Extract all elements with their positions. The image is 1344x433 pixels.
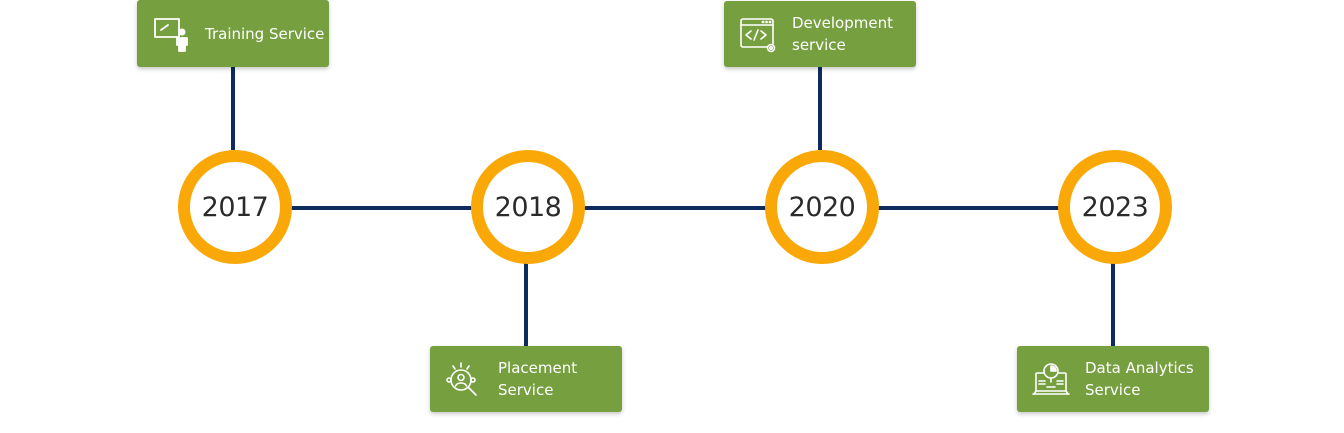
- milestone-2017: 2017: [178, 150, 292, 264]
- year-label: 2020: [788, 191, 856, 223]
- service-label: Data Analytics Service: [1085, 359, 1194, 399]
- service-label: Training Service: [205, 24, 325, 43]
- timeline-axis: [233, 206, 1113, 210]
- connector-2020: [818, 66, 822, 150]
- milestone-2023: 2023: [1058, 150, 1172, 264]
- milestone-2020: 2020: [765, 150, 879, 264]
- service-card-development: Development service: [724, 1, 916, 67]
- service-label: Placement Service: [498, 359, 578, 399]
- service-label: Development service: [792, 14, 893, 54]
- year-label: 2017: [201, 191, 269, 223]
- milestone-2018: 2018: [471, 150, 585, 264]
- analytics-report-icon: [1031, 359, 1071, 399]
- connector-2018: [524, 262, 528, 346]
- service-card-placement: Placement Service: [430, 346, 622, 412]
- year-label: 2018: [494, 191, 562, 223]
- year-label: 2023: [1081, 191, 1149, 223]
- recruitment-search-icon: [444, 359, 484, 399]
- connector-2023: [1111, 262, 1115, 346]
- service-card-training: Training Service: [137, 0, 329, 67]
- connector-2017: [231, 66, 235, 150]
- presentation-icon: [151, 14, 191, 54]
- code-window-icon: [738, 14, 778, 54]
- service-card-data-analytics: Data Analytics Service: [1017, 346, 1209, 412]
